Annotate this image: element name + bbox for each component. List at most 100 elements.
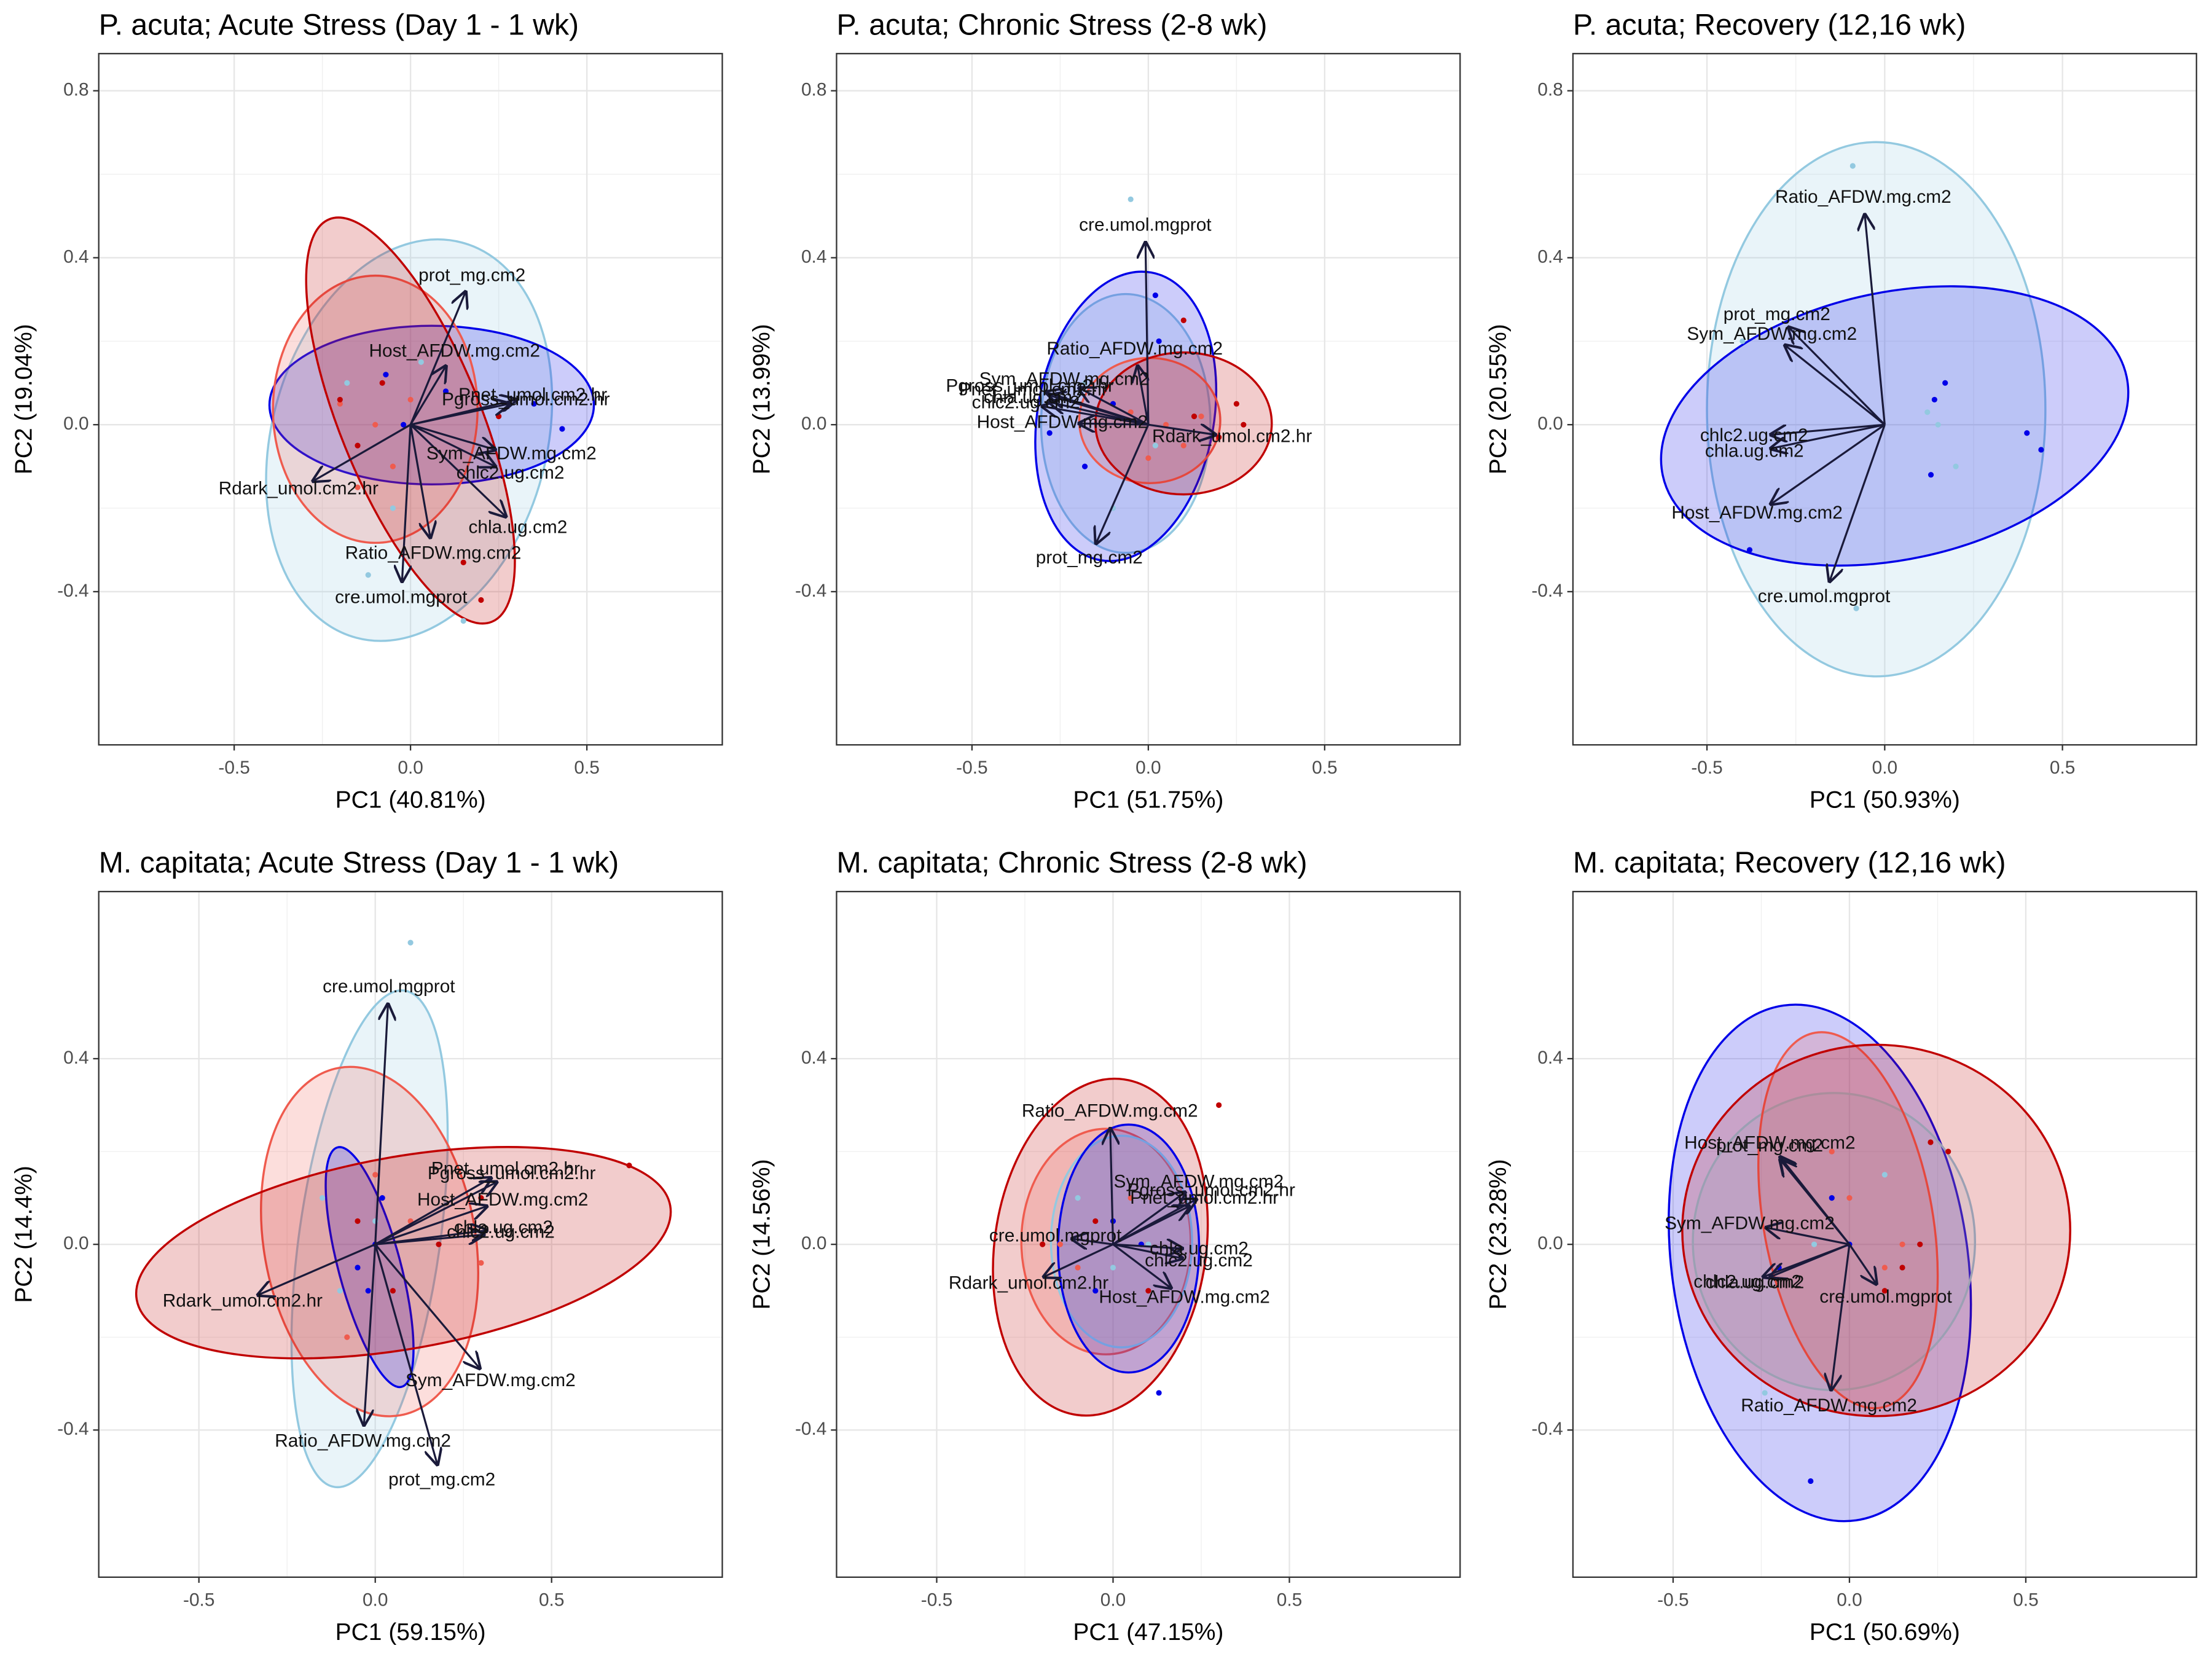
x-tick-label: 0.5 — [539, 1590, 564, 1610]
x-tick-label: 0.0 — [363, 1590, 388, 1610]
point — [626, 1163, 632, 1169]
loading-arrow — [409, 424, 506, 516]
arrow-label: Ratio_AFDW.mg.cm2 — [275, 1430, 451, 1451]
arrow-label: Ratio_AFDW.mg.cm2 — [1741, 1395, 1917, 1416]
x-axis-label: PC1 (51.75%) — [1073, 786, 1223, 813]
loading-arrow — [1771, 423, 1885, 449]
y-tick-label: -0.4 — [57, 1419, 88, 1439]
loading-arrow — [1771, 423, 1885, 434]
loading-arrow — [1848, 1244, 1877, 1284]
ellipse — [1057, 1123, 1201, 1374]
x-tick-label: 0.0 — [1837, 1590, 1862, 1610]
point — [1829, 1195, 1835, 1201]
y-tick-label: -0.4 — [57, 581, 88, 601]
x-tick-label: -0.5 — [218, 758, 249, 778]
arrow-label: Sym_AFDW.mg.cm2 — [1687, 324, 1857, 344]
arrow-label: Pnet_umol.cm2.hr — [959, 380, 1108, 400]
x-tick-label: 0.0 — [1135, 758, 1161, 778]
point — [1762, 1390, 1768, 1396]
point — [1092, 1218, 1099, 1224]
plot-background — [98, 892, 723, 1577]
ellipse — [992, 1077, 1209, 1417]
y-tick-label: -0.4 — [795, 581, 826, 601]
point — [1075, 1195, 1081, 1201]
point — [1145, 1288, 1151, 1294]
point — [401, 422, 407, 428]
chart-title: P. acuta; Acute Stress (Day 1 - 1 wk) — [99, 8, 579, 41]
point — [337, 401, 343, 407]
point — [1191, 414, 1198, 420]
arrow-label: Pnet_umol.cm2.hr — [1130, 1188, 1279, 1208]
x-tick-label: 0.5 — [2013, 1590, 2038, 1610]
arrow-label: Sym_AFDW.mg.cm2 — [1114, 1171, 1284, 1191]
y-tick-label: 0.0 — [801, 1233, 826, 1253]
loading-arrow — [1138, 366, 1148, 425]
x-axis-label: PC1 (59.15%) — [335, 1619, 486, 1645]
loading-arrow — [410, 399, 516, 426]
x-tick-label: 0.0 — [398, 758, 423, 778]
ellipse — [305, 216, 516, 625]
arrow-label: Host_AFDW.mg.cm2 — [1099, 1287, 1269, 1308]
arrow-label: prot_mg.cm2 — [388, 1470, 495, 1490]
point — [1152, 292, 1158, 299]
y-tick-label: 0.4 — [801, 1048, 826, 1068]
arrow-label: Pnet_umol.cm2.hr — [431, 1158, 580, 1179]
panel: -0.5 0.0 0.5 -0.4 0.0 0.4 cre.umol.mgprot Pgros… — [11, 846, 723, 1645]
point — [1928, 1139, 1934, 1145]
panel: -0.5 0.0 0.5 -0.4 0.0 0.4 prot_mg.cm2Host_AFDW… — [1485, 846, 2197, 1645]
point — [1152, 442, 1158, 449]
loading-arrow — [364, 1244, 377, 1425]
point — [460, 618, 466, 624]
arrow-label: chlc2.ug.cm2 — [457, 463, 565, 483]
x-axis-label: PC1 (40.81%) — [335, 786, 486, 813]
loading-arrow — [410, 423, 495, 466]
arrow-label: chla.ug.cm2 — [1150, 1239, 1249, 1259]
arrow-label: Ratio_AFDW.mg.cm2 — [1046, 339, 1223, 359]
loading-arrow — [1865, 214, 1886, 425]
y-axis-label: PC2 (14.56%) — [748, 1159, 775, 1309]
loading-arrow — [402, 425, 410, 581]
loading-arrow — [374, 1244, 480, 1368]
y-axis-label: PC2 (13.99%) — [748, 324, 775, 474]
plot-background — [836, 892, 1461, 1577]
ellipse — [268, 324, 595, 486]
y-axis-label: PC2 (20.55%) — [1485, 324, 1512, 474]
loading-arrow — [374, 1244, 437, 1464]
x-tick-label: -0.5 — [921, 1590, 952, 1610]
arrow-label: Host_AFDW.mg.cm2 — [1671, 503, 1842, 523]
point — [1163, 422, 1169, 428]
loading-arrow — [1780, 1157, 1851, 1245]
panel: -0.5 0.0 0.5 -0.4 0.0 0.4 Ratio_AFDW.mg.cm2 Sym… — [748, 846, 1461, 1645]
arrow-label: Host_AFDW.mg.cm2 — [1684, 1132, 1855, 1153]
loading-arrow — [1112, 1193, 1185, 1245]
arrow-label: cre.umol.mgprot — [323, 976, 455, 997]
point — [1928, 472, 1934, 478]
point — [390, 505, 396, 511]
arrow-label: Ratio_AFDW.mg.cm2 — [1775, 187, 1951, 207]
point — [1075, 1265, 1081, 1271]
loading-arrow — [1044, 1243, 1114, 1277]
point — [1899, 1265, 1905, 1271]
point — [1241, 422, 1247, 428]
arrow-label: Rdark_umol.cm2.hr — [1152, 426, 1312, 446]
loading-arrow — [1785, 345, 1886, 426]
point — [1808, 1478, 1814, 1484]
arrow-label: Ratio_AFDW.mg.cm2 — [1022, 1100, 1198, 1121]
arrow-label: chla.ug.cm2 — [1705, 441, 1804, 461]
point — [337, 1288, 343, 1294]
point — [478, 597, 484, 603]
y-tick-label: 0.0 — [63, 1233, 88, 1253]
x-tick-label: 0.5 — [1277, 1590, 1302, 1610]
chart-title: M. capitata; Recovery (12,16 wk) — [1573, 846, 2006, 879]
loading-arrow — [1072, 1239, 1113, 1244]
arrow-label: cre.umol.mgprot — [335, 587, 468, 607]
arrow-label: prot_mg.cm2 — [418, 265, 525, 286]
point — [1145, 455, 1151, 461]
point — [1092, 1288, 1099, 1294]
y-tick-label: 0.4 — [63, 246, 88, 267]
point — [496, 414, 502, 420]
point — [372, 1172, 378, 1178]
point — [1128, 1195, 1134, 1201]
loading-arrow — [1096, 424, 1150, 543]
arrow-label: Pgross_umol.cm2.hr — [1127, 1180, 1295, 1201]
